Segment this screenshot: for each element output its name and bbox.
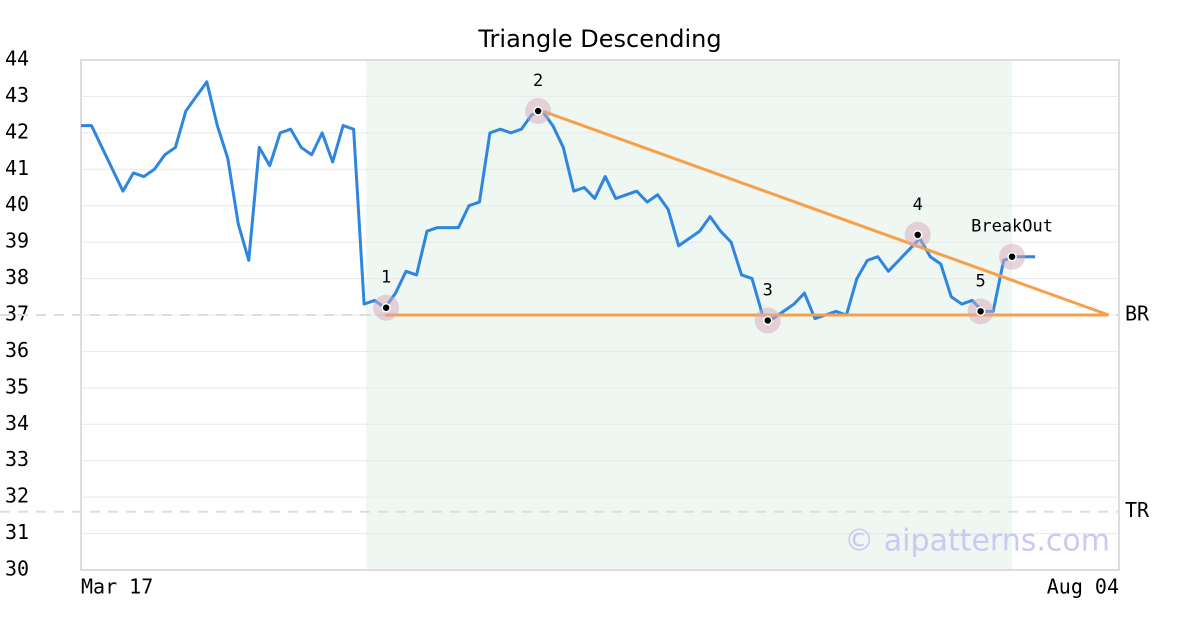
y-tick-label: 39 (5, 229, 29, 253)
y-tick-label: 35 (5, 374, 29, 398)
y-tick-label: 38 (5, 265, 29, 289)
pivot-point (1007, 251, 1017, 262)
y-tick-label: 31 (5, 520, 29, 544)
pivot-point (763, 315, 773, 326)
y-tick-label: 40 (5, 192, 29, 216)
x-tick-label: Aug 04 (1047, 575, 1119, 599)
x-tick-label: Mar 17 (81, 575, 153, 599)
pivot-point (912, 230, 923, 240)
pivot-label: 2 (533, 71, 543, 91)
trendline (541, 109, 1110, 317)
y-tick-label: 43 (5, 83, 29, 107)
pivot-label: 4 (913, 195, 923, 215)
y-tick-label: 30 (5, 557, 29, 581)
chart-title: Triangle Descending (477, 25, 721, 53)
level-label: BR (1125, 302, 1150, 326)
y-tick-label: 36 (5, 338, 29, 362)
y-tick-label: 32 (5, 484, 29, 508)
pivot-point (381, 302, 391, 313)
pivot-point (975, 306, 986, 317)
pivot-label: BreakOut (971, 217, 1053, 237)
price-line (81, 80, 1036, 321)
y-tick-label: 42 (5, 119, 29, 143)
watermark: © aipatterns.com (844, 524, 1110, 559)
y-tick-label: 37 (5, 302, 29, 326)
y-tick-label: 33 (5, 447, 29, 471)
pivot-label: 5 (975, 271, 985, 291)
level-label: TR (1125, 498, 1150, 522)
pivot-label: 3 (763, 280, 773, 300)
pivot-point (533, 106, 543, 116)
y-tick-label: 41 (5, 156, 29, 180)
y-tick-label: 44 (5, 47, 29, 71)
pivot-label: 1 (381, 268, 391, 288)
y-tick-label: 34 (5, 411, 29, 435)
